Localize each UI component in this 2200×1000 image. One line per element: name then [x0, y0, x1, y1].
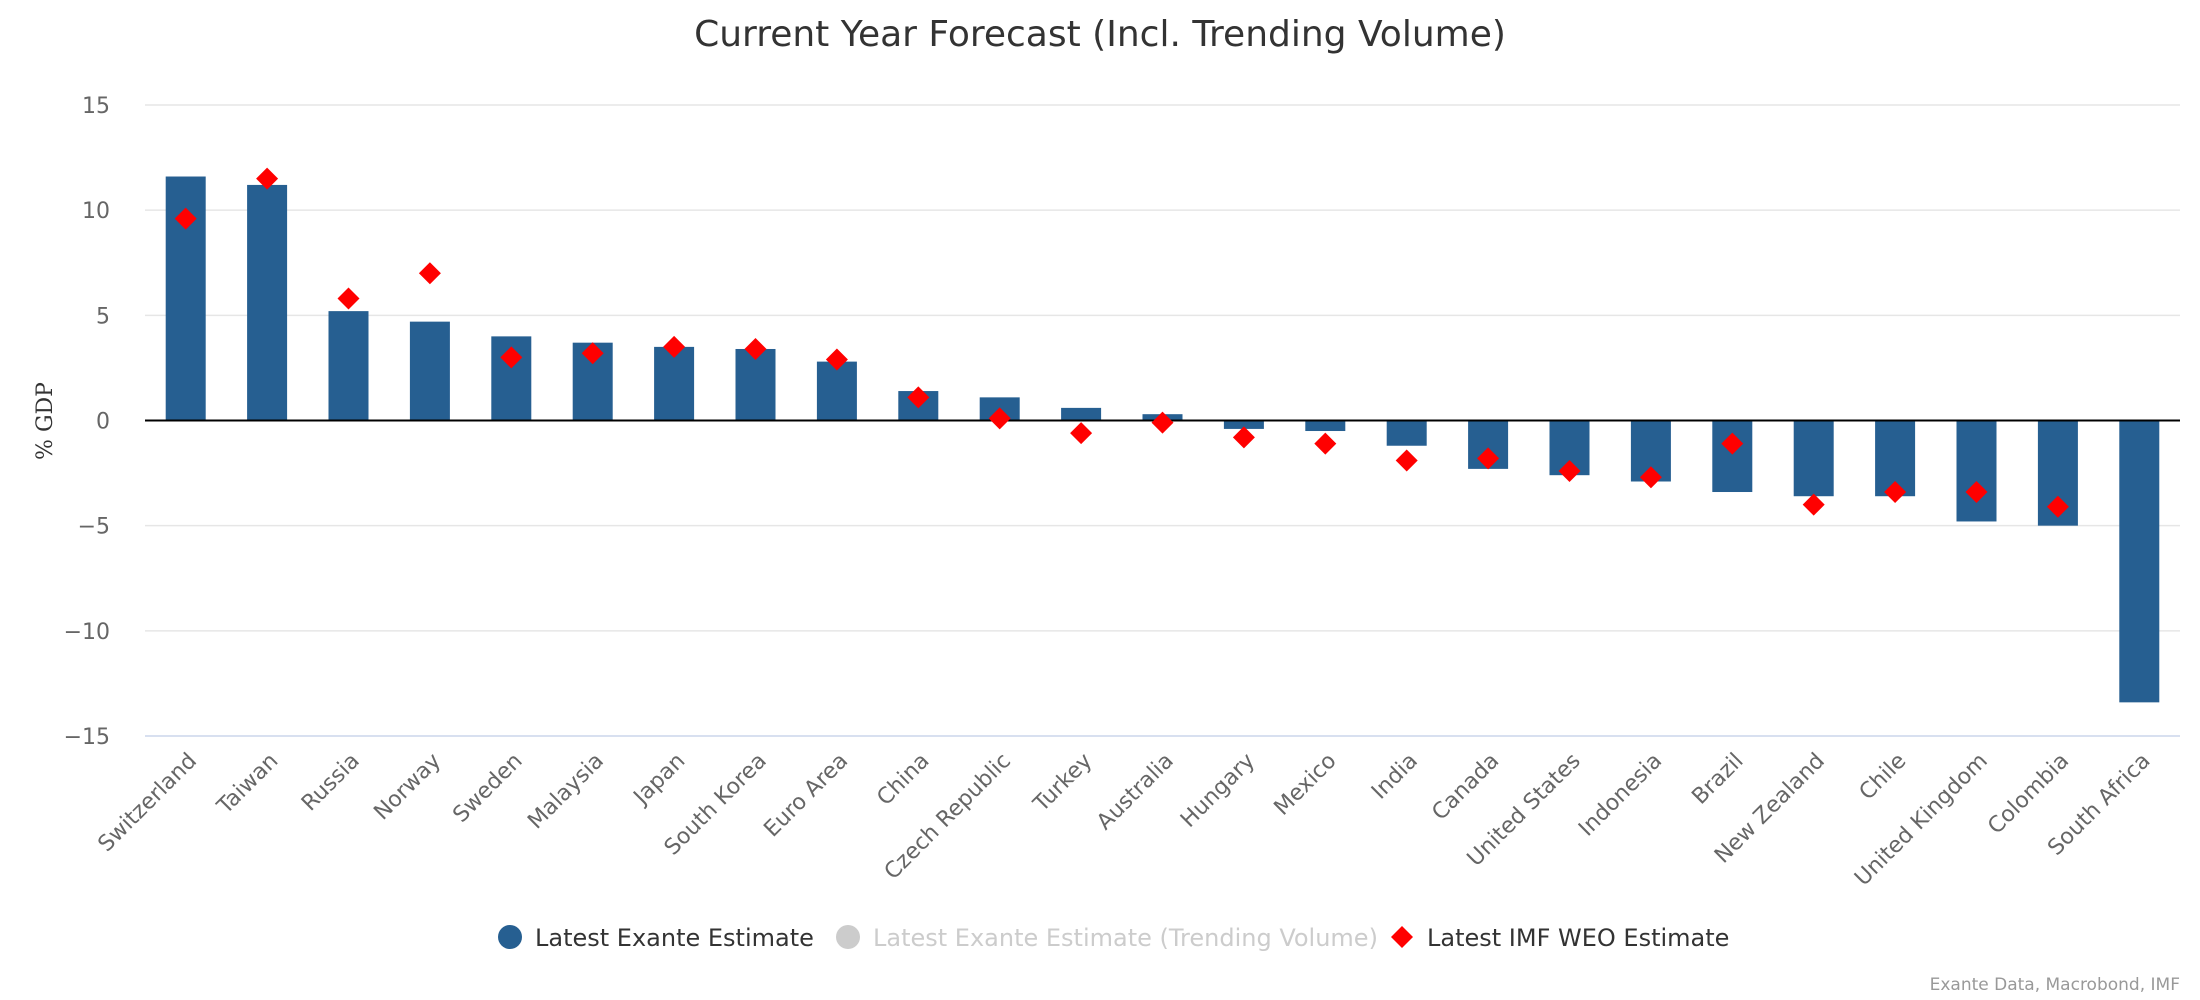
- y-tick-label: −5: [78, 515, 110, 540]
- bar[interactable]: [1712, 420, 1753, 493]
- x-tick-label: China: [872, 749, 934, 811]
- y-tick-label: 0: [96, 410, 110, 435]
- legend-item[interactable]: Latest IMF WEO Estimate: [1391, 924, 1729, 952]
- imf-marker[interactable]: [825, 348, 848, 371]
- x-tick-label: India: [1367, 749, 1423, 805]
- imf-marker[interactable]: [256, 167, 279, 190]
- x-tick-label: Indonesia: [1574, 749, 1667, 842]
- y-tick-label: 10: [82, 199, 110, 224]
- imf-marker[interactable]: [500, 346, 523, 369]
- imf-marker[interactable]: [663, 335, 686, 358]
- legend-marker: [498, 925, 522, 949]
- imf-marker[interactable]: [581, 342, 604, 365]
- chart-title: Current Year Forecast (Incl. Trending Vo…: [694, 14, 1506, 55]
- imf-marker-series: [174, 167, 2069, 518]
- x-tick-label: Canada: [1427, 749, 1504, 826]
- y-axis-label: % GDP: [33, 382, 58, 460]
- legend-marker: [836, 925, 860, 949]
- bar[interactable]: [1386, 420, 1427, 446]
- bar[interactable]: [409, 321, 450, 421]
- grid-lines: [145, 104, 2180, 737]
- imf-marker[interactable]: [174, 207, 197, 230]
- imf-marker[interactable]: [418, 262, 441, 285]
- imf-marker[interactable]: [907, 386, 930, 409]
- bar[interactable]: [735, 348, 776, 421]
- bar[interactable]: [328, 311, 369, 421]
- legend-label: Latest Exante Estimate (Trending Volume): [873, 924, 1378, 952]
- bar[interactable]: [1793, 420, 1834, 497]
- bar[interactable]: [2119, 420, 2160, 703]
- x-tick-label: Chile: [1855, 749, 1912, 806]
- x-tick-label: Euro Area: [759, 749, 853, 843]
- y-tick-label: 5: [96, 304, 110, 329]
- imf-marker[interactable]: [1070, 422, 1093, 445]
- credits[interactable]: Exante Data, Macrobond, IMF: [1930, 975, 2180, 995]
- legend: Latest Exante Estimate Latest Exante Esti…: [498, 924, 1729, 952]
- imf-marker[interactable]: [1395, 449, 1418, 472]
- y-tick-label: −15: [64, 725, 110, 750]
- imf-marker[interactable]: [1965, 481, 1988, 504]
- bar-series: [145, 176, 2180, 703]
- imf-marker[interactable]: [1232, 426, 1255, 449]
- bar[interactable]: [816, 361, 857, 421]
- x-tick-label: Australia: [1092, 749, 1178, 835]
- bar[interactable]: [1956, 420, 1997, 522]
- imf-marker[interactable]: [1477, 447, 1500, 470]
- x-axis-ticks: Switzerland Taiwan Russia Norway SwedenMalay…: [94, 749, 2156, 892]
- imf-marker[interactable]: [1558, 459, 1581, 482]
- x-tick-label: Brazil: [1687, 749, 1748, 810]
- y-tick-label: −10: [64, 620, 110, 645]
- x-tick-label: Taiwan: [212, 749, 283, 820]
- imf-marker[interactable]: [1151, 411, 1174, 434]
- legend-item[interactable]: Latest Exante Estimate (Trending Volume): [836, 924, 1378, 952]
- imf-marker[interactable]: [1314, 432, 1337, 455]
- x-tick-label: Hungary: [1176, 749, 1260, 833]
- x-tick-label: Switzerland: [94, 749, 202, 857]
- x-tick-label: Norway: [369, 749, 446, 826]
- bar[interactable]: [1223, 420, 1264, 429]
- imf-marker[interactable]: [1802, 493, 1825, 516]
- x-tick-label: Mexico: [1270, 749, 1342, 821]
- legend-label: Latest Exante Estimate: [535, 924, 814, 952]
- x-tick-label: Malaysia: [523, 749, 609, 835]
- y-tick-label: 15: [82, 94, 110, 119]
- bar[interactable]: [1061, 407, 1102, 421]
- imf-marker[interactable]: [744, 337, 767, 360]
- legend-marker: [1391, 926, 1413, 948]
- imf-marker[interactable]: [988, 407, 1011, 430]
- y-axis-ticks: 15 10 5 0 −5 −10 −15: [64, 94, 110, 750]
- x-tick-label: Japan: [628, 749, 690, 811]
- imf-marker[interactable]: [2046, 495, 2069, 518]
- bar[interactable]: [247, 184, 288, 421]
- x-tick-label: Sweden: [448, 749, 527, 828]
- imf-marker[interactable]: [337, 287, 360, 310]
- legend-item[interactable]: Latest Exante Estimate: [498, 924, 814, 952]
- x-tick-label: Turkey: [1028, 749, 1097, 818]
- bar[interactable]: [654, 346, 695, 421]
- imf-marker[interactable]: [1884, 481, 1907, 504]
- imf-marker[interactable]: [1721, 432, 1744, 455]
- imf-marker[interactable]: [1639, 466, 1662, 489]
- legend-label: Latest IMF WEO Estimate: [1427, 924, 1729, 952]
- x-tick-label: Russia: [297, 749, 365, 817]
- bar[interactable]: [1305, 420, 1346, 432]
